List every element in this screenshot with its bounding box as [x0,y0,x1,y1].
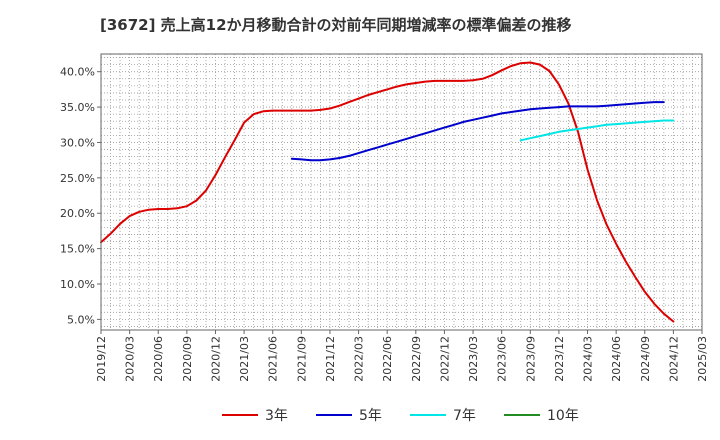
x-tick-label: 2025/03 [696,336,709,382]
grid-lines [101,54,702,330]
legend-label-1: 3年 [265,408,288,424]
x-tick-label: 2021/09 [295,336,308,382]
x-tick-label: 2021/03 [238,336,251,382]
series-line-2 [290,101,665,162]
x-axis: 2019/12 2020/03 2020/06 2020/09 2020/12 2021/… [95,330,709,382]
y-tick-label: 10.0% [60,278,95,291]
series-line-3 [519,119,675,142]
legend-label-4: 10年 [547,408,579,424]
y-tick-label: 30.0% [60,136,95,149]
y-tick-label: 25.0% [60,172,95,185]
legend-label-3: 7年 [453,408,476,424]
x-tick-label: 2021/12 [324,336,337,382]
x-tick-label: 2023/03 [467,336,480,382]
y-tick-label: 15.0% [60,243,95,256]
x-tick-label: 2023/09 [524,336,537,382]
y-tick-label: 20.0% [60,207,95,220]
x-tick-label: 2024/06 [610,336,623,382]
y-tick-label: 40.0% [60,66,95,79]
x-tick-label: 2022/12 [438,336,451,382]
x-tick-label: 2020/12 [209,336,222,382]
series-lines [100,61,675,323]
legend-label-2: 5年 [359,408,382,424]
y-axis: 5.0% 10.0% 15.0% 20.0% 25.0% 30.0% 35.0% 40.0% [60,66,101,326]
x-tick-label: 2021/06 [267,336,280,382]
x-tick-label: 2024/12 [667,336,680,382]
y-tick-label: 35.0% [60,101,95,114]
x-tick-label: 2019/12 [95,336,108,382]
series-line-1 [100,61,675,323]
x-tick-label: 2023/06 [496,336,509,382]
x-tick-label: 2020/03 [124,336,137,382]
y-tick-label: 5.0% [67,313,95,326]
x-tick-label: 2024/09 [639,336,652,382]
chart-title: [3672] 売上高12か月移動合計の対前年同期増減率の標準偏差の推移 [100,16,572,34]
x-tick-label: 2022/06 [381,336,394,382]
x-tick-label: 2022/09 [410,336,423,382]
x-tick-label: 2020/09 [181,336,194,382]
x-tick-label: 2024/03 [582,336,595,382]
x-tick-label: 2023/12 [553,336,566,382]
plot-frame [100,53,703,331]
x-tick-label: 2022/03 [353,336,366,382]
x-tick-label: 2020/06 [152,336,165,382]
legend: 3年 5年 7年 10年 [222,408,579,424]
